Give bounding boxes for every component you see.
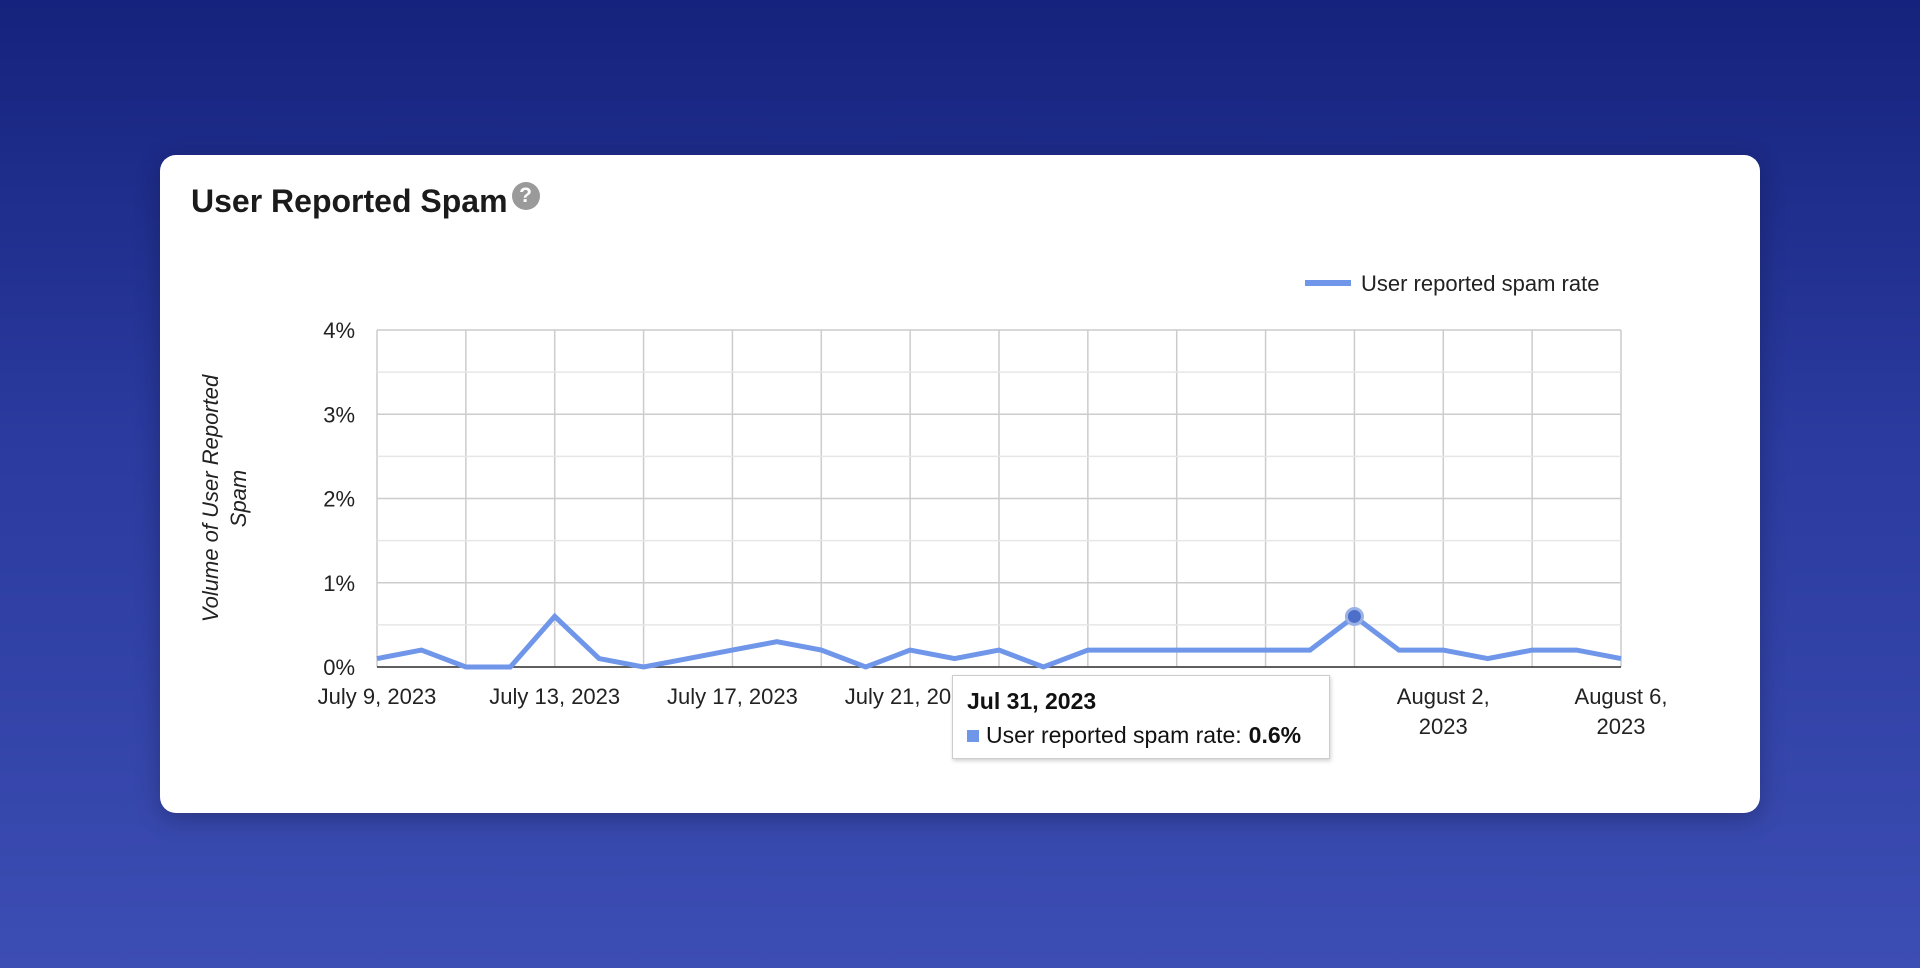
- x-tick-label: August 6, 2023: [1575, 684, 1668, 739]
- x-tick-label: July 9, 2023: [318, 684, 437, 709]
- chart-title-text: User Reported Spam: [191, 183, 508, 219]
- x-tick-label-line: August 2,: [1397, 684, 1490, 709]
- highlighted-data-point: [1344, 606, 1364, 626]
- x-tick-label: July 17, 2023: [667, 684, 798, 709]
- y-axis-label-line: Spam: [226, 470, 251, 527]
- y-tick-label: 1%: [323, 571, 355, 596]
- x-tick-label-line: July 13, 2023: [489, 684, 620, 709]
- x-tick-label-line: 2023: [1419, 714, 1468, 739]
- y-axis-ticks: 0% 1% 2% 3% 4%: [323, 318, 355, 680]
- tooltip-swatch: [967, 729, 979, 742]
- x-tick-label: August 2, 2023: [1397, 684, 1490, 739]
- y-tick-label: 2%: [323, 487, 355, 512]
- series-line: [376, 612, 1622, 670]
- tooltip-label: User reported spam rate:: [986, 722, 1242, 748]
- y-tick-label: 3%: [323, 402, 355, 427]
- chart-card: User Reported Spam? 0% 1% 2% 3% 4% July 9, 2…: [160, 155, 1760, 813]
- legend: User reported spam rate: [1305, 271, 1599, 296]
- grid-lines: [376, 329, 1622, 668]
- legend-label: User reported spam rate: [1361, 271, 1599, 296]
- chart-title: User Reported Spam?: [191, 182, 540, 219]
- data-tooltip: Jul 31, 2023 User reported spam rate: 0.…: [952, 675, 1330, 759]
- y-axis-label-line: Volume of User Reported: [198, 374, 223, 622]
- series-lines: [376, 606, 1622, 670]
- x-tick-label-line: August 6,: [1575, 684, 1668, 709]
- y-axis-label: Volume of User Reported Spam: [198, 374, 251, 622]
- y-tick-label: 0%: [323, 655, 355, 680]
- x-tick-label-line: 2023: [1597, 714, 1646, 739]
- tooltip-value: 0.6%: [1248, 722, 1302, 748]
- x-tick-label-line: July 17, 2023: [667, 684, 798, 709]
- x-tick-label: July 13, 2023: [489, 684, 620, 709]
- tooltip-row: User reported spam rate: 0.6%: [967, 722, 1315, 749]
- tooltip-date: Jul 31, 2023: [967, 688, 1097, 714]
- x-tick-label-line: July 9, 2023: [318, 684, 437, 709]
- question-mark-icon[interactable]: ?: [511, 182, 540, 210]
- y-tick-label: 4%: [323, 318, 355, 343]
